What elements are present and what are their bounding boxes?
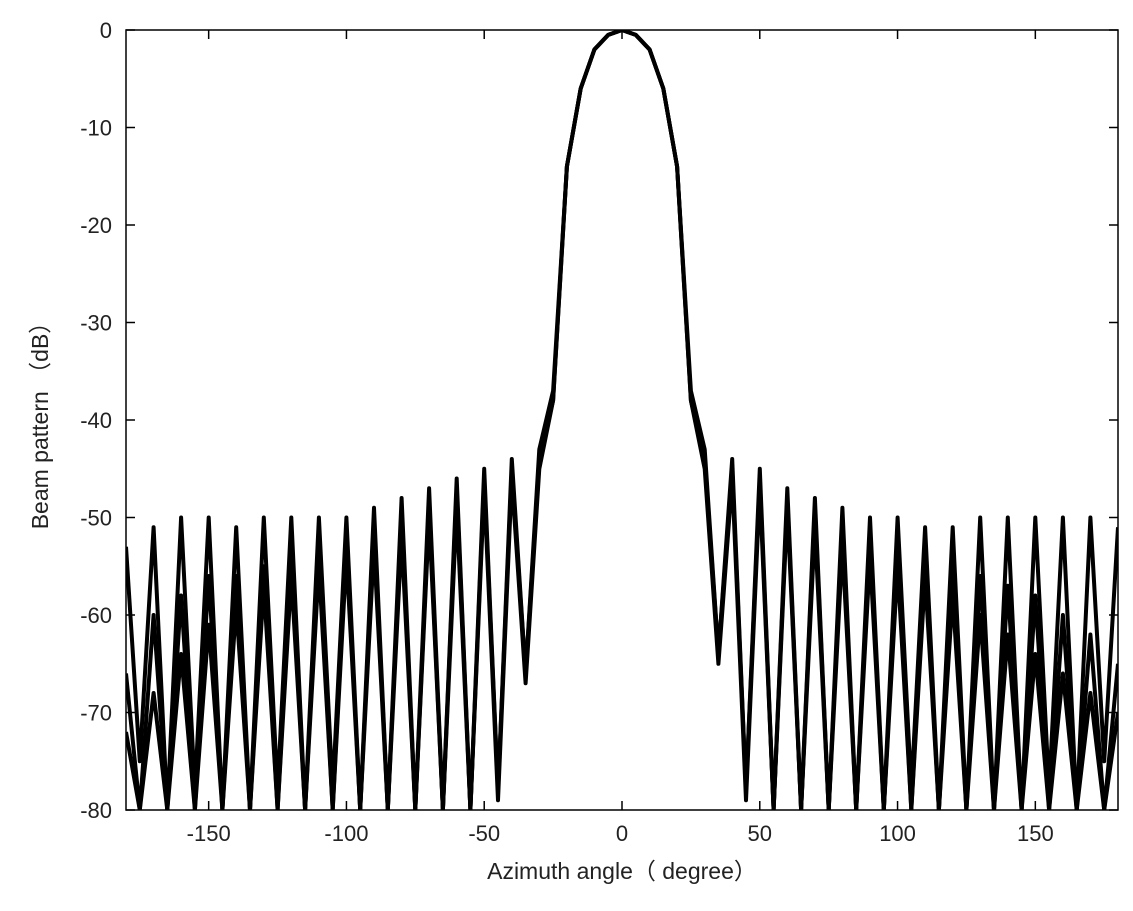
y-tick-label: 0: [100, 18, 112, 43]
x-tick-label: -100: [324, 821, 368, 846]
x-tick-label: 150: [1017, 821, 1054, 846]
x-tick-label: -150: [187, 821, 231, 846]
x-tick-label: 0: [616, 821, 628, 846]
y-tick-label: -80: [80, 798, 112, 823]
y-tick-label: -10: [80, 116, 112, 141]
y-tick-label: -50: [80, 506, 112, 531]
x-tick-label: 100: [879, 821, 916, 846]
y-tick-label: -30: [80, 311, 112, 336]
series-line-3: [126, 30, 1118, 810]
y-tick-label: -60: [80, 603, 112, 628]
y-tick-label: -40: [80, 408, 112, 433]
x-tick-label: -50: [468, 821, 500, 846]
y-tick-label: -70: [80, 701, 112, 726]
x-tick-label: 50: [748, 821, 772, 846]
x-axis-label: Azimuth angle（ degree）: [487, 858, 757, 884]
series-line-2: [126, 30, 1118, 810]
y-axis-label: Beam pattern （dB）: [27, 311, 53, 530]
y-tick-label: -20: [80, 213, 112, 238]
plot-area: [126, 30, 1118, 810]
axes-frame: [125, 29, 1119, 811]
axes: -150 -100 -50 0 50 100 150 0 -10 -20 -30 -40 -50 -60 -…: [80, 18, 1119, 846]
series-line-1: [126, 30, 1118, 810]
